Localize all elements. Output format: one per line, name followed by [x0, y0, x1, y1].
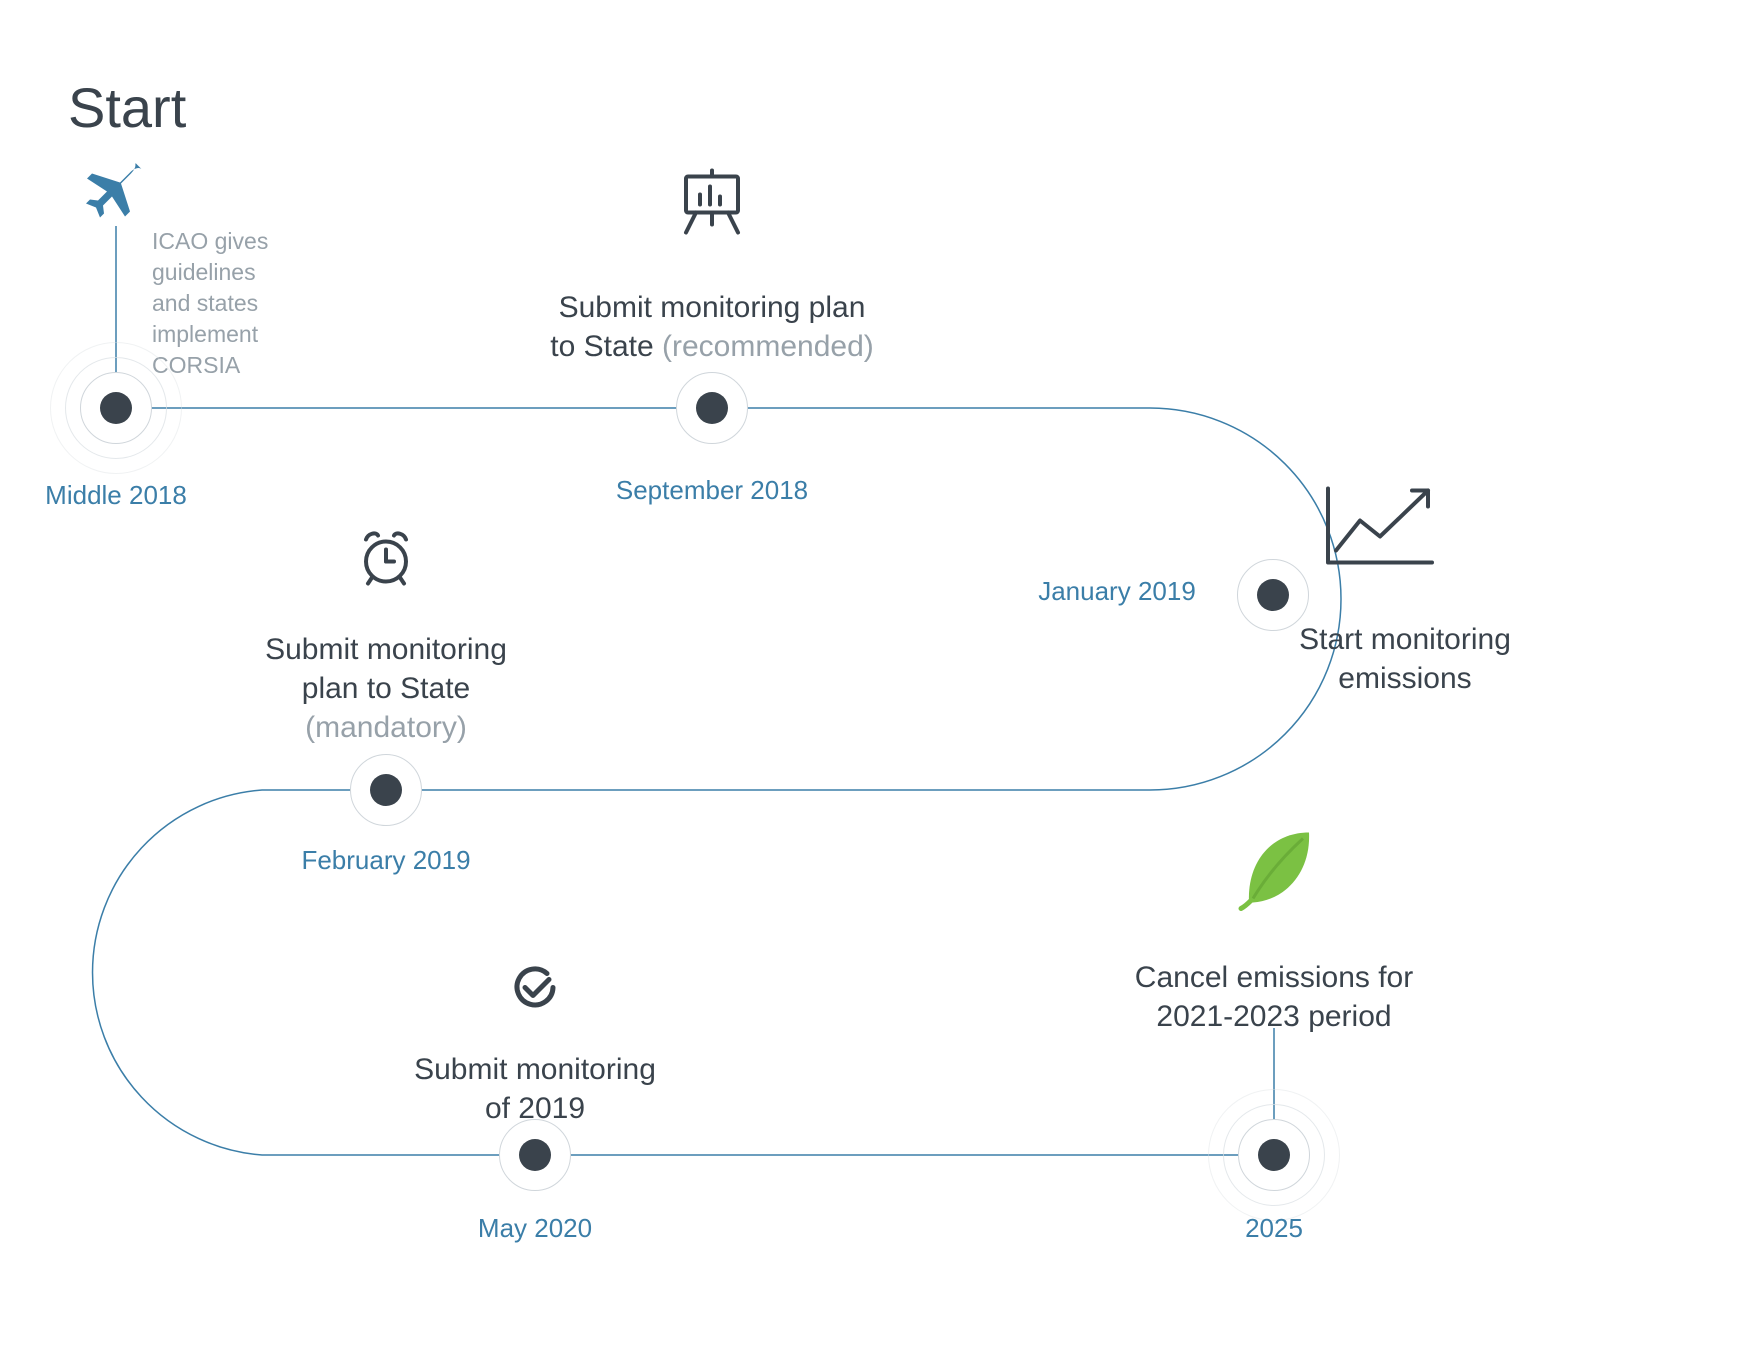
- clock-icon: [356, 528, 416, 593]
- timeline-node-dot: [696, 392, 728, 424]
- date-label: Middle 2018: [45, 480, 187, 511]
- milestone-title: Start monitoringemissions: [1299, 620, 1511, 698]
- timeline-diagram: Start ICAO givesguidelinesand statesimpl…: [0, 0, 1755, 1351]
- timeline-node-dot: [370, 774, 402, 806]
- diagram-title: Start: [68, 75, 186, 140]
- milestone-title: Submit monitoringof 2019: [414, 1050, 656, 1128]
- milestone-title: Cancel emissions for2021-2023 period: [1135, 958, 1413, 1036]
- timeline-node-dot: [100, 392, 132, 424]
- date-label: February 2019: [301, 845, 470, 876]
- milestone-title: Submit monitoring planto State (recommen…: [550, 288, 874, 366]
- timeline-node-dot: [1258, 1139, 1290, 1171]
- timeline-node: [499, 1119, 571, 1191]
- milestone-title: Submit monitoringplan to State(mandatory…: [265, 630, 507, 747]
- growth-icon: [1320, 481, 1440, 576]
- date-label: September 2018: [616, 475, 808, 506]
- date-label: May 2020: [478, 1213, 592, 1244]
- plane-icon: [84, 164, 148, 233]
- timeline-node: [676, 372, 748, 444]
- timeline-node: [80, 372, 152, 444]
- timeline-node: [1238, 1119, 1310, 1191]
- date-label: 2025: [1245, 1213, 1303, 1244]
- check-icon: [509, 962, 561, 1019]
- timeline-node-dot: [1257, 579, 1289, 611]
- date-label: January 2019: [1038, 576, 1196, 607]
- node1-subtext: ICAO givesguidelinesand statesimplementC…: [152, 226, 268, 381]
- leaf-icon: [1229, 823, 1319, 918]
- presentation-icon: [676, 167, 748, 244]
- timeline-node: [350, 754, 422, 826]
- timeline-node-dot: [519, 1139, 551, 1171]
